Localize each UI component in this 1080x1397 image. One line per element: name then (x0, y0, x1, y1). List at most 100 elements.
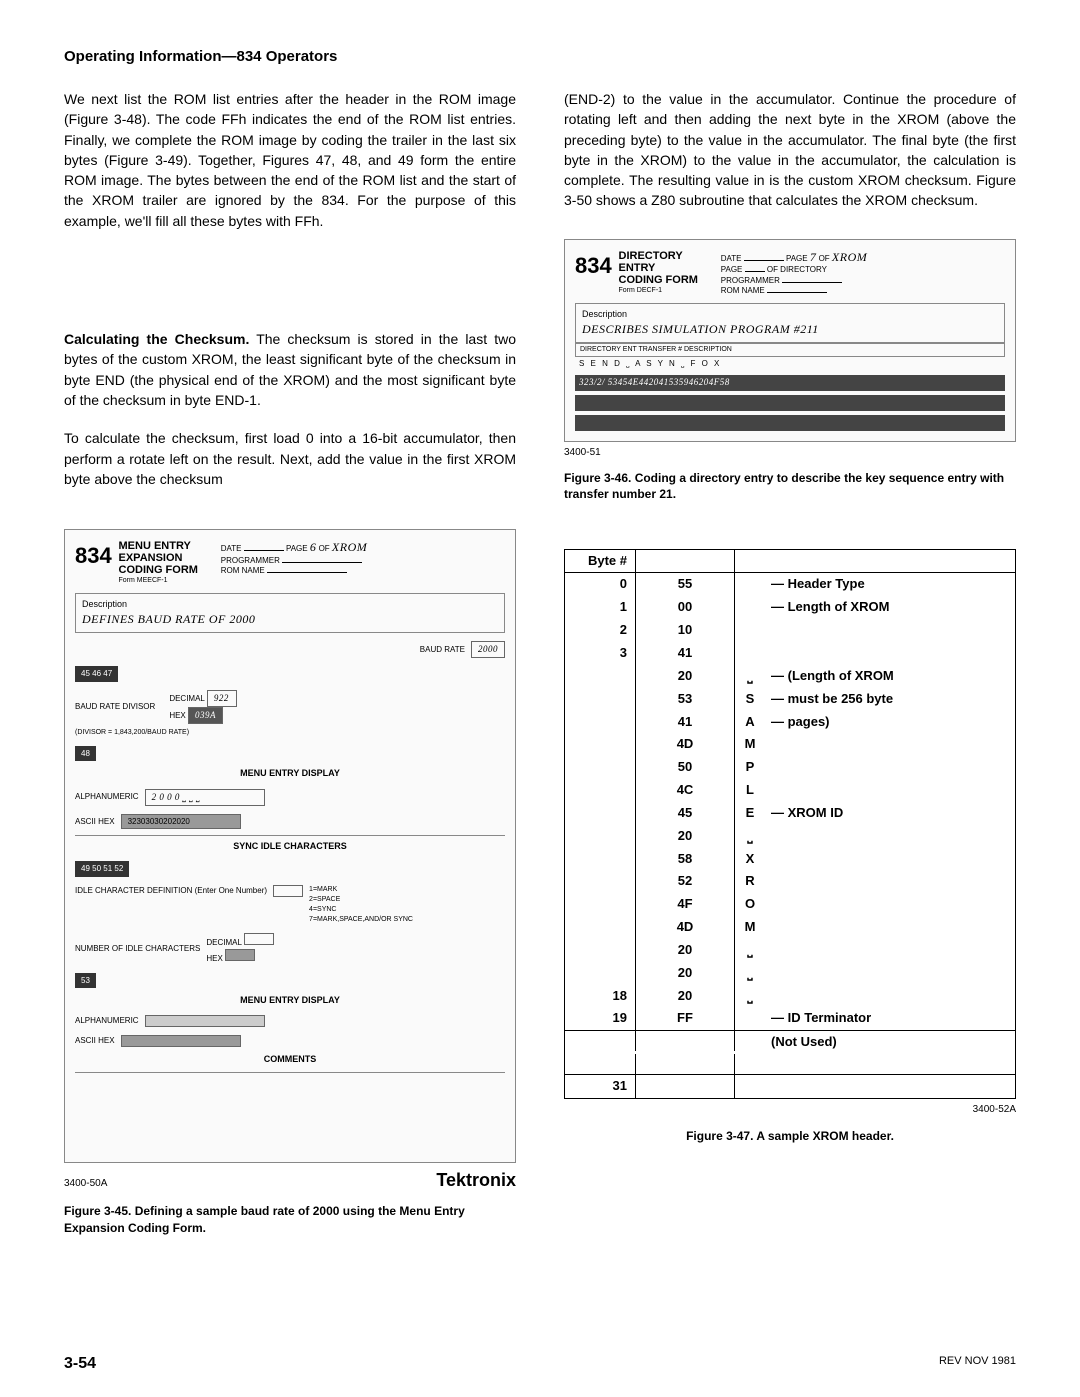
xrom-byte-num (565, 688, 635, 711)
two-column-layout: We next list the ROM list entries after … (64, 89, 1016, 1236)
xrom-byte-val: 41 (635, 642, 735, 665)
xrom-byte-label (765, 756, 1015, 779)
form45-comments-title: COMMENTS (75, 1053, 505, 1066)
form45-sync-title: SYNC IDLE CHARACTERS (75, 835, 505, 853)
xrom-row: 4DM (565, 733, 1015, 756)
form46-page-label: PAGE (786, 254, 808, 263)
form46-desc-box: Description DESCRIBES SIMULATION PROGRAM… (575, 303, 1005, 343)
xrom-byte-char (735, 573, 765, 596)
xrom-header-byte: Byte # (565, 550, 635, 573)
xrom-row: 4FO (565, 893, 1015, 916)
xrom-byte-label (765, 870, 1015, 893)
xrom-byte-char (735, 642, 765, 665)
strip-icon: 48 (75, 746, 96, 762)
xrom-byte-val: 4D (635, 916, 735, 939)
strip-icon: 53 (75, 973, 96, 989)
form45-alpha-label: ALPHANUMERIC (75, 791, 139, 803)
form45-divisor-note: (DIVISOR = 1,843,200/BAUD RATE) (75, 728, 505, 738)
xrom-byte-val: 20 (635, 825, 735, 848)
xrom-byte-label: — (Length of XROM (765, 665, 1015, 688)
xrom-byte-val: 58 (635, 848, 735, 871)
xrom-byte-val: 4F (635, 893, 735, 916)
xrom-byte-char: ⎵ (735, 665, 765, 688)
xrom-byte-label (765, 939, 1015, 962)
left-column: We next list the ROM list entries after … (64, 89, 516, 1236)
form45-med-title: MENU ENTRY DISPLAY (75, 767, 505, 780)
alpha-box-2 (145, 1015, 265, 1027)
xrom-row: 4DM (565, 916, 1015, 939)
left-para-2: Calculating the Checksum. The checksum i… (64, 329, 516, 410)
xrom-byte-label: — must be 256 byte (765, 688, 1015, 711)
form45-title1: MENU ENTRY (119, 540, 191, 552)
xrom-byte-num (565, 848, 635, 871)
xrom-row: 20⎵ (565, 962, 1015, 985)
form46-strip-3 (575, 415, 1005, 431)
form46-date-label: DATE (721, 254, 742, 263)
xrom-byte-label: — XROM ID (765, 802, 1015, 825)
xrom-byte-label (765, 848, 1015, 871)
form45-rom-label: ROM NAME (221, 566, 265, 575)
xrom-byte-char: S (735, 688, 765, 711)
form46-page-val: 7 (810, 250, 817, 264)
comments-area (75, 1072, 505, 1152)
form45-prog-label: PROGRAMMER (221, 556, 280, 565)
xrom-byte-num (565, 939, 635, 962)
form45-badge: 834 (75, 540, 112, 572)
form45-page-val: 6 (310, 540, 317, 554)
form46-rom-label: ROM NAME (721, 286, 765, 295)
page-number: 3-54 (64, 1355, 96, 1373)
xrom-byte-num (565, 756, 635, 779)
xrom-byte-label: — Header Type (765, 573, 1015, 596)
xrom-row: 20⎵ (565, 825, 1015, 848)
left-para-3: To calculate the checksum, first load 0 … (64, 428, 516, 489)
xrom-row: 50P (565, 756, 1015, 779)
strip-icon: 45 46 47 (75, 666, 118, 682)
xrom-byte-num (565, 893, 635, 916)
xrom-byte-num (565, 779, 635, 802)
xrom-byte-char: M (735, 733, 765, 756)
form46-title1: DIRECTORY (619, 250, 683, 262)
page-heading: Operating Information—834 Operators (64, 48, 1016, 65)
xrom-row: 055— Header Type (565, 573, 1015, 596)
xrom-fignum: 3400-52A (564, 1103, 1016, 1118)
form45-baud-label: BAUD RATE (420, 644, 465, 656)
xrom-byte-char (735, 596, 765, 619)
xrom-byte-char: X (735, 848, 765, 871)
xrom-byte-label (765, 985, 1015, 1008)
xrom-byte-char: ⎵ (735, 939, 765, 962)
form45-formnum: Form MEECF-1 (119, 576, 198, 586)
idle-def-box (273, 885, 303, 897)
form45-page-label: PAGE (286, 544, 308, 553)
form45-divisor-label: BAUD RATE DIVISOR (75, 701, 155, 713)
xrom-byte-num (565, 802, 635, 825)
form45-ascii-val: 32303030202020 (121, 814, 241, 830)
form46-row-ascii: S E N D ⎵ A S Y N ⎵ F O X (575, 357, 1005, 371)
xrom-byte-val: 41 (635, 711, 735, 734)
xrom-byte-char: R (735, 870, 765, 893)
xrom-byte-char: ⎵ (735, 985, 765, 1008)
form45-idle-opts: 1=MARK 2=SPACE 4=SYNC 7=MARK,SPACE,AND/O… (309, 885, 413, 926)
xrom-byte-label (765, 642, 1015, 665)
form45-title2: EXPANSION (119, 552, 183, 564)
strip-icon: 49 50 51 52 (75, 861, 129, 877)
form45-dec-label: DECIMAL (169, 694, 204, 703)
xrom-byte-label: — ID Terminator (765, 1007, 1015, 1030)
form46-formnum: Form DECF-1 (619, 286, 698, 296)
xrom-byte-num: 3 (565, 642, 635, 665)
xrom-table: Byte # 055— Header Type100— Length of XR… (564, 549, 1016, 1099)
xrom-byte-val: FF (635, 1007, 735, 1030)
xrom-row: 20⎵ (565, 939, 1015, 962)
form45-desc-box: Description DEFINES BAUD RATE OF 2000 (75, 593, 505, 633)
xrom-byte-label (765, 733, 1015, 756)
xrom-byte-char: ⎵ (735, 962, 765, 985)
xrom-byte-val: 20 (635, 939, 735, 962)
form45-hex-label: HEX (169, 711, 185, 720)
form46-pagelbl: PAGE (721, 265, 743, 274)
xrom-byte-label (765, 893, 1015, 916)
xrom-byte-label (765, 962, 1015, 985)
xrom-byte-num: 18 (565, 985, 635, 1008)
xrom-byte-num (565, 962, 635, 985)
form46-ofdir: OF DIRECTORY (767, 265, 827, 274)
form45-desc-text: DEFINES BAUD RATE OF 2000 (82, 611, 498, 628)
form46-strip-1: 323/2/ 53454E442041535946204F58 (575, 375, 1005, 391)
